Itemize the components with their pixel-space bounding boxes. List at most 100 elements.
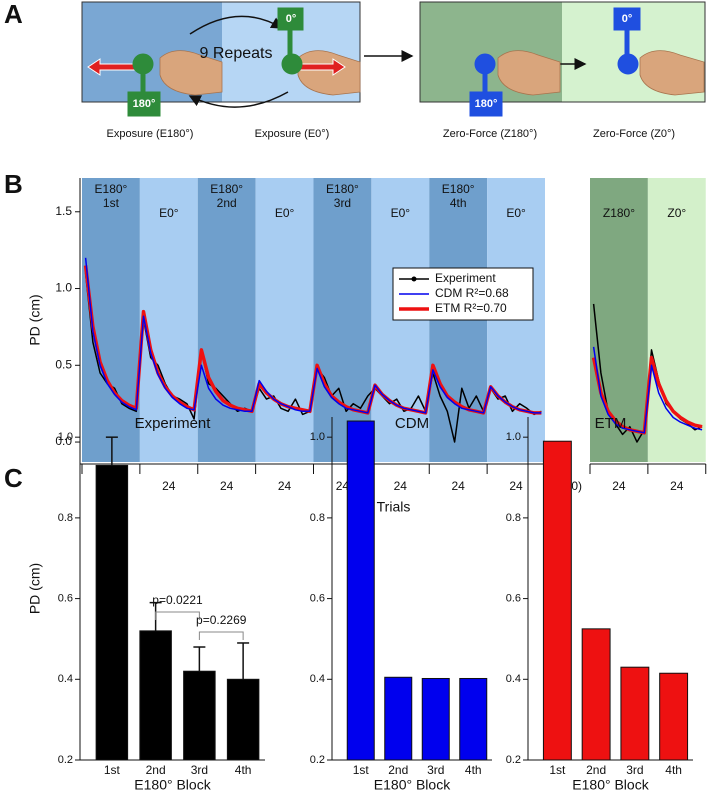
block-label: Z0° xyxy=(667,206,686,220)
x-tick-label: 4th xyxy=(235,763,252,777)
annotation: p=0.0221 xyxy=(152,593,203,607)
y-tick-label: 0.5 xyxy=(55,357,72,371)
y-tick-label: 0.2 xyxy=(310,754,325,766)
bracket xyxy=(155,611,200,620)
series-line xyxy=(84,257,703,434)
handle-ball xyxy=(617,53,639,75)
block-label: 3rd xyxy=(334,196,351,210)
x-axis-label: Trials xyxy=(377,499,411,515)
block-size: 24 xyxy=(278,479,292,493)
block-label: E0° xyxy=(159,206,179,220)
handle-ball xyxy=(132,53,154,75)
y-tick-label: 0.2 xyxy=(506,754,521,766)
y-tick-label: 1.0 xyxy=(506,431,521,443)
block-size: 24 xyxy=(220,479,234,493)
block-bg xyxy=(139,178,198,462)
x-tick-label: 1st xyxy=(104,763,121,777)
y-tick-label: 0.8 xyxy=(58,512,73,524)
y-tick-label: 0.8 xyxy=(506,512,521,524)
repeats-label: 9 Repeats xyxy=(200,45,273,62)
caption: Exposure (E0°) xyxy=(255,128,330,140)
handle-label: 0° xyxy=(286,13,297,25)
bar xyxy=(183,670,216,761)
block-size: 24 xyxy=(394,479,408,493)
bar xyxy=(384,676,413,761)
curved-arrow xyxy=(188,91,289,108)
y-tick-label: 1.0 xyxy=(58,431,73,443)
hand xyxy=(639,50,705,96)
block-size: 24 xyxy=(336,479,350,493)
bar xyxy=(139,630,172,761)
block-size: 24 xyxy=(612,479,626,493)
x-tick-label: 2nd xyxy=(388,763,408,777)
block-size: 24 xyxy=(509,479,523,493)
block-label: E0° xyxy=(506,206,526,220)
legend-label: ETM R²=0.70 xyxy=(435,301,507,315)
y-axis-label: PD (cm) xyxy=(27,294,43,345)
handle-label: 180° xyxy=(475,98,498,110)
y-tick-label: 0.6 xyxy=(506,592,521,604)
y-tick-label: 0.4 xyxy=(58,673,73,685)
y-tick-label: 0.2 xyxy=(58,754,73,766)
caption: Zero-Force (Z180°) xyxy=(443,128,537,140)
x-axis-label: E180° Block xyxy=(572,777,649,793)
y-tick-label: 1.0 xyxy=(55,281,72,295)
chart-title: ETM xyxy=(595,415,627,432)
bar xyxy=(346,420,375,761)
x-tick-label: 3rd xyxy=(427,763,444,777)
handle-plate xyxy=(127,91,161,117)
diagram: 180° 0° 180° 0° 9 Repeats Exposure (E180… xyxy=(81,1,706,140)
bar xyxy=(659,672,689,761)
y-tick-label: 0.8 xyxy=(310,512,325,524)
block-size: 24 xyxy=(162,479,176,493)
y-tick-label: 0.6 xyxy=(58,592,73,604)
block-label: 1st xyxy=(103,196,120,210)
x-axis-label: E180° Block xyxy=(374,777,451,793)
handle-ball xyxy=(281,53,303,75)
block-label: E180° xyxy=(442,182,475,196)
x-tick-label: 2nd xyxy=(586,763,606,777)
handle-plate xyxy=(469,91,503,117)
block-label: E0° xyxy=(275,206,295,220)
y-axis-label: PD (cm) xyxy=(27,563,43,614)
hand xyxy=(159,50,223,96)
block-bg xyxy=(255,178,314,462)
x-tick-label: 4th xyxy=(665,763,682,777)
bar xyxy=(95,464,129,761)
box xyxy=(81,1,361,103)
chart-title: Experiment xyxy=(135,415,212,432)
block-bg xyxy=(197,178,256,462)
y-tick-label: 0.6 xyxy=(310,592,325,604)
block-label: E180° xyxy=(210,182,243,196)
block-size: 24 xyxy=(452,479,466,493)
bar xyxy=(459,677,488,761)
force-arrow xyxy=(297,58,346,76)
bar xyxy=(620,666,650,761)
caption: Zero-Force (Z0°) xyxy=(593,128,675,140)
x-tick-label: 1st xyxy=(353,763,370,777)
bar xyxy=(542,440,572,761)
box xyxy=(419,1,706,103)
handle-plate xyxy=(277,7,304,31)
handle-label: 180° xyxy=(133,98,156,110)
block-label: E180° xyxy=(95,182,128,196)
handle-plate xyxy=(613,7,641,31)
block-label: E180° xyxy=(326,182,359,196)
x-tick-label: 2nd xyxy=(146,763,166,777)
force-arrow xyxy=(87,58,136,76)
hand xyxy=(497,50,561,96)
block-size: 24 xyxy=(670,479,684,493)
handle-label: 0° xyxy=(622,13,633,25)
chart-title: CDM xyxy=(395,415,429,432)
x-tick-label: 4th xyxy=(465,763,482,777)
curved-arrow xyxy=(189,15,284,35)
block-label: 4th xyxy=(450,196,467,210)
hand xyxy=(297,50,361,96)
block-label: Z180° xyxy=(603,206,635,220)
bar xyxy=(421,677,450,761)
panel-label: A xyxy=(4,0,23,29)
bar xyxy=(226,678,260,761)
block-bg xyxy=(590,178,648,462)
x-axis-label: E180° Block xyxy=(134,777,211,793)
legend-marker xyxy=(411,276,417,282)
